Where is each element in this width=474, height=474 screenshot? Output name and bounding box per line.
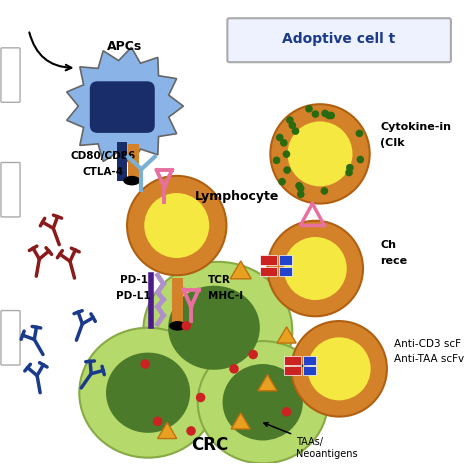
Circle shape — [311, 110, 319, 118]
Text: PD-L1: PD-L1 — [117, 291, 151, 301]
FancyBboxPatch shape — [1, 48, 20, 102]
Circle shape — [295, 182, 303, 190]
Circle shape — [186, 426, 196, 436]
Circle shape — [356, 129, 363, 137]
Circle shape — [320, 187, 328, 195]
Circle shape — [280, 139, 288, 146]
FancyBboxPatch shape — [90, 81, 155, 133]
Bar — [128, 145, 139, 181]
Circle shape — [127, 176, 227, 275]
Circle shape — [282, 407, 292, 417]
Text: Cytokine-in: Cytokine-in — [380, 122, 451, 132]
Bar — [118, 142, 127, 181]
Text: Anti-CD3 scF: Anti-CD3 scF — [393, 339, 461, 349]
Ellipse shape — [106, 353, 190, 433]
Circle shape — [286, 116, 294, 124]
Circle shape — [182, 321, 191, 331]
Bar — [303, 356, 316, 365]
Circle shape — [270, 104, 370, 203]
Polygon shape — [258, 374, 277, 391]
Text: TAAs/
Neoantigens: TAAs/ Neoantigens — [264, 423, 358, 459]
Circle shape — [278, 178, 286, 185]
Circle shape — [140, 359, 150, 369]
Text: CRC: CRC — [191, 436, 229, 454]
FancyBboxPatch shape — [1, 163, 20, 217]
Text: Lymphocyte: Lymphocyte — [195, 191, 279, 203]
Circle shape — [289, 121, 296, 129]
Circle shape — [325, 112, 333, 119]
Circle shape — [229, 364, 239, 374]
Circle shape — [248, 350, 258, 359]
Bar — [260, 266, 277, 276]
FancyBboxPatch shape — [228, 18, 451, 62]
Circle shape — [283, 150, 290, 158]
Circle shape — [284, 237, 347, 300]
Ellipse shape — [223, 364, 303, 440]
Circle shape — [273, 156, 280, 164]
Bar — [284, 356, 301, 365]
Circle shape — [144, 193, 209, 258]
Polygon shape — [231, 413, 250, 429]
Bar — [279, 266, 292, 276]
Circle shape — [321, 109, 329, 117]
Circle shape — [153, 417, 163, 426]
Bar — [260, 255, 277, 264]
Circle shape — [288, 121, 353, 186]
FancyBboxPatch shape — [1, 310, 20, 365]
Text: CD80/CD86: CD80/CD86 — [71, 151, 136, 161]
Circle shape — [292, 128, 299, 135]
Text: CTLA-4: CTLA-4 — [82, 167, 124, 177]
Circle shape — [356, 155, 364, 164]
Circle shape — [297, 185, 304, 192]
Circle shape — [308, 337, 371, 401]
Text: (CIk: (CIk — [380, 138, 405, 148]
Text: Adoptive cell t: Adoptive cell t — [283, 32, 396, 46]
Ellipse shape — [169, 321, 186, 331]
Bar — [279, 255, 292, 264]
Bar — [284, 366, 301, 374]
Text: rece: rece — [380, 256, 407, 266]
Polygon shape — [277, 327, 296, 343]
Circle shape — [276, 134, 283, 141]
Bar — [172, 278, 183, 326]
Circle shape — [345, 169, 353, 176]
Text: APCs: APCs — [107, 40, 142, 54]
Ellipse shape — [198, 341, 328, 464]
Text: TCR: TCR — [208, 275, 231, 285]
Polygon shape — [230, 261, 251, 279]
Circle shape — [267, 221, 363, 316]
Circle shape — [328, 112, 335, 119]
Circle shape — [292, 321, 387, 417]
Text: PD-1: PD-1 — [120, 275, 148, 285]
Ellipse shape — [79, 328, 217, 458]
Text: MHC-I: MHC-I — [208, 291, 243, 301]
Circle shape — [346, 164, 354, 172]
Ellipse shape — [123, 176, 140, 185]
Ellipse shape — [143, 262, 292, 400]
Polygon shape — [67, 47, 183, 165]
Circle shape — [196, 393, 205, 402]
Ellipse shape — [168, 286, 260, 370]
Text: Ch: Ch — [380, 239, 396, 249]
Circle shape — [283, 166, 291, 174]
Circle shape — [305, 105, 313, 113]
Polygon shape — [158, 422, 177, 438]
Text: Anti-TAA scFv: Anti-TAA scFv — [393, 354, 464, 364]
Circle shape — [297, 191, 305, 198]
Bar — [303, 366, 316, 374]
